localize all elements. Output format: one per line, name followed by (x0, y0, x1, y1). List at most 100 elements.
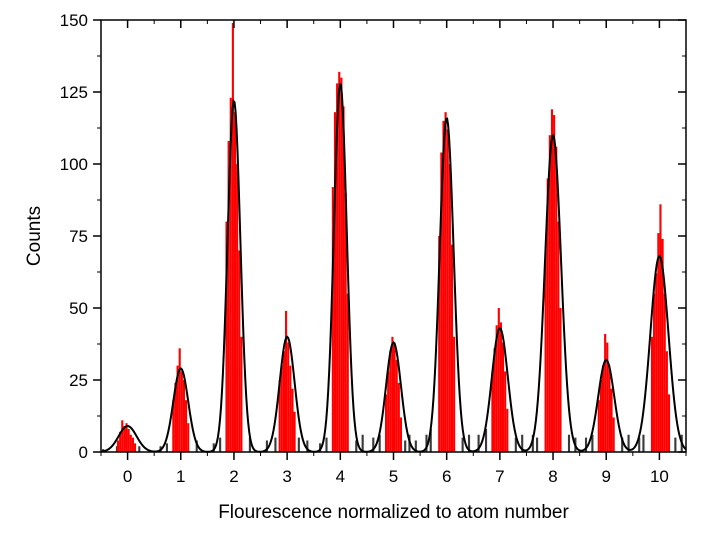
fluorescence-histogram (116, 22, 671, 453)
histogram-bar (346, 293, 349, 452)
histogram-bar (453, 336, 456, 452)
histogram-bar (240, 336, 243, 452)
histogram-bar (225, 221, 228, 452)
histogram-bar (548, 135, 551, 452)
histogram-bar (333, 112, 337, 452)
background-bar (467, 434, 471, 452)
background-bar (404, 440, 407, 452)
histogram-bar (557, 221, 560, 452)
histogram-bar (182, 380, 186, 452)
histogram-bar (176, 365, 179, 452)
histogram-bar (665, 351, 668, 452)
histogram-bar (285, 310, 288, 452)
histogram-bar (659, 204, 662, 452)
histogram-bar (610, 388, 613, 452)
histogram-bar (280, 365, 283, 452)
histogram-bar (384, 394, 388, 452)
histogram-bar (289, 365, 292, 452)
histogram-bar (342, 106, 345, 453)
background-bar (212, 443, 215, 452)
histogram-bar (438, 236, 441, 452)
background-bar (621, 437, 624, 452)
histogram-bar (450, 244, 454, 452)
histogram-bar (338, 71, 341, 452)
background-bar (425, 434, 428, 452)
histogram-bar (491, 371, 494, 452)
x-tick-label: 8 (548, 467, 557, 486)
background-bar (521, 434, 524, 452)
background-bar (248, 437, 251, 452)
histogram-bar (493, 348, 496, 452)
histogram-bar (395, 359, 398, 452)
histogram-bar (278, 380, 281, 452)
histogram-bar (555, 146, 558, 452)
histogram-bar (233, 112, 237, 452)
y-tick-label: 125 (60, 83, 88, 102)
x-tick-label: 1 (176, 467, 185, 486)
histogram-bar (650, 336, 654, 452)
y-tick-label: 100 (60, 155, 88, 174)
background-bar (138, 446, 141, 452)
x-tick-label: 6 (442, 467, 451, 486)
histogram-bar (123, 426, 126, 452)
histogram-bar (501, 342, 505, 452)
histogram-bar (506, 408, 509, 452)
background-bar (477, 434, 480, 452)
background-bar (591, 434, 594, 452)
histogram-bar (440, 152, 443, 453)
histogram-bar (340, 77, 343, 452)
histogram-bar (236, 164, 239, 452)
background-bar (355, 440, 358, 452)
histogram-bar (116, 440, 120, 452)
histogram-bar (397, 382, 400, 452)
background-bar (378, 434, 381, 452)
x-tick-label: 0 (123, 467, 132, 486)
x-tick-label: 3 (282, 467, 291, 486)
histogram-bar (127, 428, 130, 452)
histogram-bar (231, 22, 234, 452)
gaussian-fit-curve (100, 82, 687, 453)
histogram-bar (187, 423, 190, 452)
histogram-bar (546, 178, 549, 452)
background-bar (274, 437, 277, 452)
histogram-bar (293, 411, 296, 452)
x-axis-title: Flourescence normalized to atom number (218, 502, 569, 523)
histogram-bar (544, 250, 547, 452)
histogram-bar (663, 293, 666, 452)
histogram-bar (185, 400, 188, 452)
background-bar (642, 434, 645, 452)
histogram-bar (172, 400, 175, 452)
histogram-bar (121, 420, 124, 452)
histogram-bar (131, 437, 134, 452)
histogram-bar (291, 388, 294, 452)
background-bar (638, 437, 641, 452)
histogram-bar (495, 325, 498, 452)
y-tick-label: 0 (79, 443, 88, 462)
histogram-bar (599, 380, 602, 452)
x-tick-label: 4 (336, 467, 345, 486)
x-tick-label: 9 (601, 467, 610, 486)
histogram-bar (331, 187, 334, 453)
background-bar (195, 440, 198, 452)
histogram-bar (559, 308, 562, 452)
histogram-bar (497, 308, 500, 452)
y-tick-label: 150 (60, 11, 88, 30)
background-bar (484, 428, 488, 452)
histogram-bar (229, 97, 232, 452)
background-bar (461, 437, 464, 452)
x-tick-label: 7 (495, 467, 504, 486)
background-bar (584, 437, 588, 452)
background-bar (372, 437, 375, 452)
x-tick-label: 5 (389, 467, 398, 486)
histogram-bar (504, 371, 507, 452)
histogram-bar (227, 140, 230, 452)
histogram-bar (336, 83, 339, 453)
histogram-bar (604, 333, 607, 452)
histogram-bar (601, 365, 605, 452)
background-bar (414, 440, 417, 452)
histogram-bar (129, 434, 132, 452)
y-tick-label: 25 (69, 371, 88, 390)
histogram-bar (387, 371, 390, 452)
